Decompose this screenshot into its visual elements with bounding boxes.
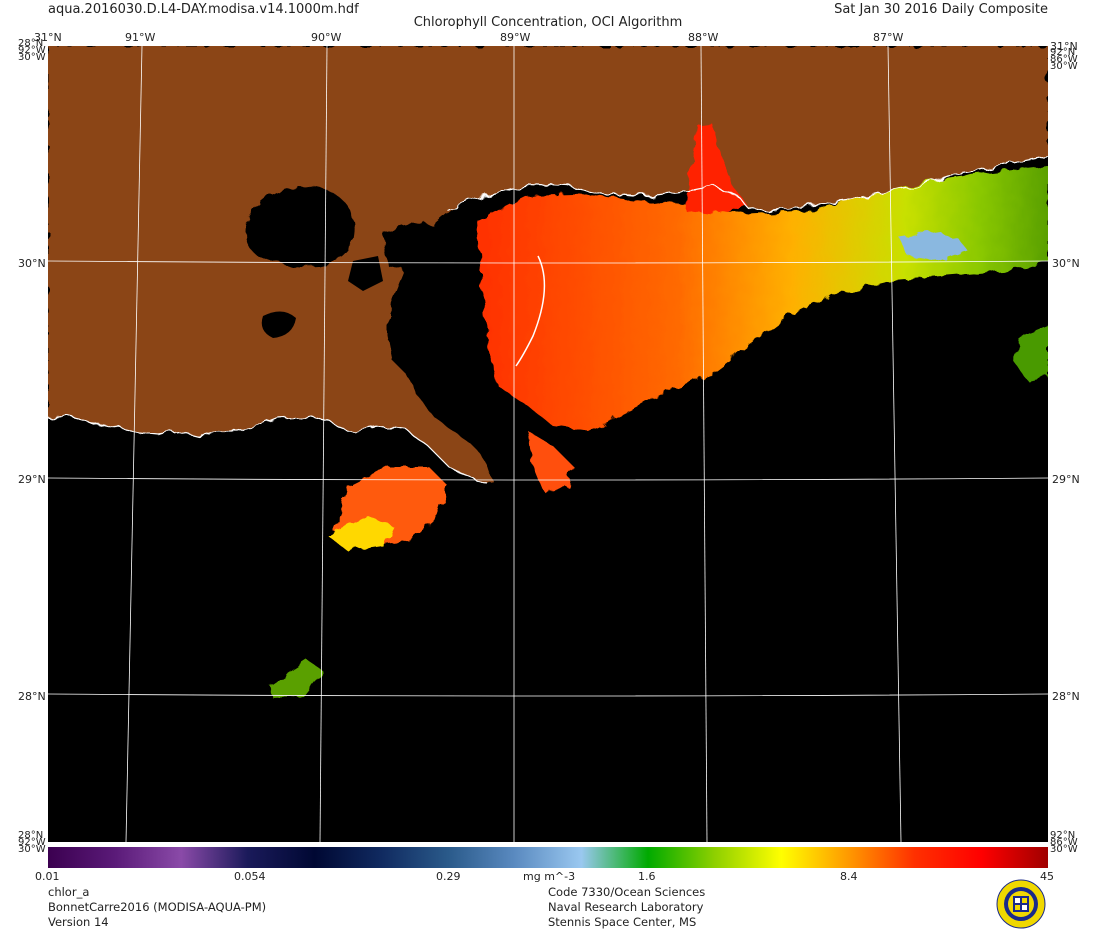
colorbar-tick-label: 45 bbox=[1040, 870, 1054, 883]
chlorophyll-plume bbox=[478, 166, 1048, 431]
corner-top-right-label: 31°N bbox=[1050, 40, 1078, 53]
footer-left-block: chlor_a BonnetCarre2016 (MODISA-AQUA-PM)… bbox=[48, 885, 266, 930]
project-name: BonnetCarre2016 (MODISA-AQUA-PM) bbox=[48, 900, 267, 914]
colorbar-units: mg m^-3 bbox=[523, 870, 576, 883]
lake-borgne bbox=[383, 221, 443, 271]
colorbar-tick-label: 0.054 bbox=[234, 870, 266, 883]
lat-label-right: 28°N bbox=[1052, 690, 1080, 703]
blue-patch bbox=[898, 231, 968, 261]
graticule bbox=[48, 46, 1048, 842]
corner-top-left-label: 31°N bbox=[34, 31, 62, 44]
left-edge-label-stack: 28°N 92°W 30°W bbox=[18, 38, 46, 63]
lat-label-right: 29°N bbox=[1052, 473, 1080, 486]
left-bottom-label-stack: 28°N 92°W 30°W bbox=[18, 830, 46, 855]
lon-label-top: 89°W bbox=[500, 31, 531, 44]
colorbar bbox=[48, 847, 1048, 868]
green-patch-east bbox=[1013, 326, 1048, 381]
lake-pontchartrain bbox=[245, 186, 355, 267]
variable-name: chlor_a bbox=[48, 885, 90, 899]
chandeleur-islands bbox=[515, 255, 546, 367]
org-code: Code 7330/Ocean Sciences bbox=[548, 885, 706, 899]
colorbar-tick-label: 0.29 bbox=[436, 870, 461, 883]
lat-label-left: 29°N bbox=[18, 473, 46, 486]
lon-label-top: 87°W bbox=[873, 31, 904, 44]
colorbar-tick-label: 8.4 bbox=[840, 870, 858, 883]
delta-plume bbox=[528, 431, 573, 491]
land-mass bbox=[48, 46, 1048, 484]
colorbar-tick-label: 0.01 bbox=[35, 870, 60, 883]
small-lake bbox=[348, 256, 383, 291]
org-name: Naval Research Laboratory bbox=[548, 900, 704, 914]
lat-label-left: 30°N bbox=[18, 257, 46, 270]
south-plume-yellow bbox=[328, 516, 393, 551]
footer-center-block: Code 7330/Ocean Sciences Naval Research … bbox=[548, 885, 705, 930]
coastline bbox=[447, 155, 1048, 212]
coastline-west bbox=[48, 415, 489, 485]
lon-label-top: 88°W bbox=[688, 31, 719, 44]
lat-label-left: 28°N bbox=[18, 690, 46, 703]
filename-label: aqua.2016030.D.L4-DAY.modisa.v14.1000m.h… bbox=[48, 2, 359, 17]
version-label: Version 14 bbox=[48, 915, 109, 929]
right-edge-label-stack: 92°N 86°W 30°W bbox=[1050, 47, 1078, 72]
date-label: Sat Jan 30 2016 Daily Composite bbox=[834, 2, 1048, 17]
map-title: Chlorophyll Concentration, OCI Algorithm bbox=[413, 15, 683, 30]
lon-label-top: 91°W bbox=[125, 31, 156, 44]
lon-label-top: 90°W bbox=[311, 31, 342, 44]
chlorophyll-map[interactable] bbox=[48, 46, 1048, 842]
small-lake bbox=[261, 311, 296, 338]
right-bottom-label-stack: 92°N 86°W 30°W bbox=[1050, 830, 1078, 855]
nrl-seal-icon bbox=[996, 879, 1046, 929]
green-patch bbox=[270, 661, 323, 698]
colorbar-tick-label: 1.6 bbox=[638, 870, 656, 883]
org-location: Stennis Space Center, MS bbox=[548, 915, 697, 929]
lat-label-right: 30°N bbox=[1052, 257, 1080, 270]
